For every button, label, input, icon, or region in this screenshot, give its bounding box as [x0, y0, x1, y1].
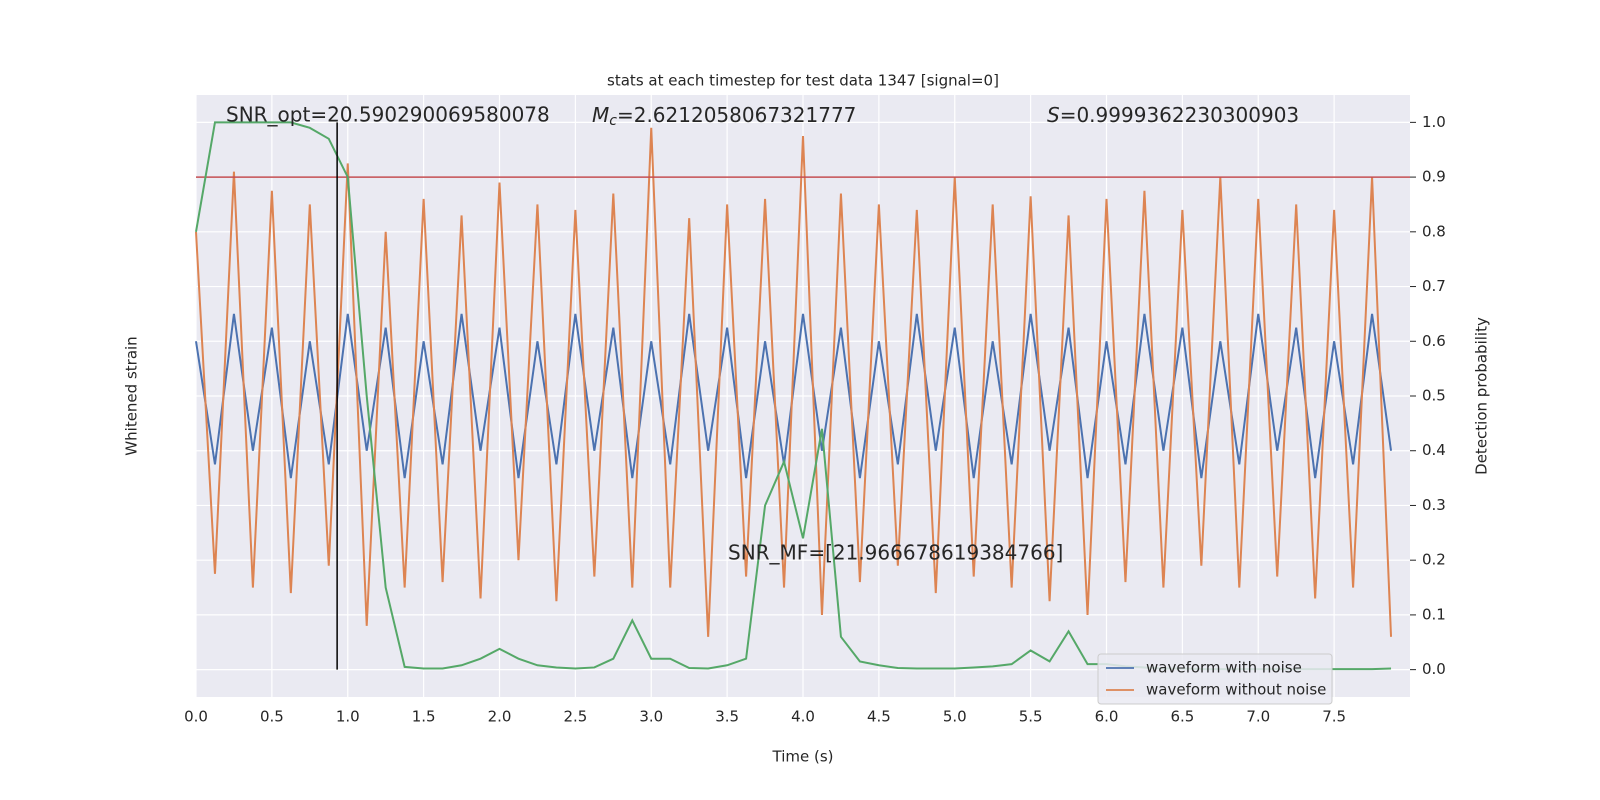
annotation: SNR_MF=[21.966678619384766]	[728, 541, 1063, 565]
series-line	[195, 127, 1393, 637]
y2-tick-label: 0.5	[1422, 387, 1446, 405]
annotation: S=0.9999362230300903	[1047, 103, 1299, 127]
y2-tick-label: 0.1	[1422, 605, 1446, 623]
y2-tick-label: 0.3	[1422, 496, 1446, 514]
legend-label: waveform without noise	[1146, 681, 1326, 699]
x-tick-label: 2.5	[563, 708, 587, 726]
annotation-value: =0.9999362230300903	[1060, 103, 1299, 127]
annotation: Mc=2.6212058067321777	[592, 103, 856, 130]
y2-tick-label: 0.8	[1422, 222, 1446, 240]
x-tick-label: 1.0	[336, 708, 360, 726]
y2-tick-label: 0.4	[1422, 441, 1446, 459]
x-tick-label: 0.0	[184, 708, 208, 726]
annotation-value: =2.6212058067321777	[617, 103, 856, 127]
y2-tick-label: 0.7	[1422, 277, 1446, 295]
y2-tick-label: 0.2	[1422, 551, 1446, 569]
x-tick-label: 4.5	[867, 708, 891, 726]
legend-box	[1097, 653, 1333, 705]
y2-tick-label: 0.0	[1422, 660, 1446, 678]
x-tick-label: 2.0	[488, 708, 512, 726]
y2-tick-label: 1.0	[1422, 113, 1446, 131]
x-axis-label: Time (s)	[772, 748, 834, 766]
x-tick-label: 7.0	[1246, 708, 1270, 726]
y-axis-label: Whitened strain	[123, 336, 141, 455]
x-tick-label: 5.5	[1019, 708, 1043, 726]
x-tick-label: 4.0	[791, 708, 815, 726]
x-tick-label: 5.0	[943, 708, 967, 726]
legend-label: waveform with noise	[1146, 659, 1302, 677]
annotation-symbol: S	[1047, 103, 1060, 127]
x-tick-label: 0.5	[260, 708, 284, 726]
x-tick-label: 3.5	[715, 708, 739, 726]
annotation: SNR_opt=20.590290069580078	[226, 103, 550, 127]
y2-axis-label: Detection probability	[1473, 317, 1491, 475]
chart-title: stats at each timestep for test data 134…	[607, 72, 999, 90]
x-tick-label: 6.0	[1095, 708, 1119, 726]
annotation-symbol: M	[592, 103, 609, 127]
x-tick-label: 3.0	[639, 708, 663, 726]
y2-tick-label: 0.9	[1422, 168, 1446, 186]
x-tick-label: 7.5	[1322, 708, 1346, 726]
x-tick-label: 1.5	[412, 708, 436, 726]
y2-tick-label: 0.6	[1422, 332, 1446, 350]
annotation-subscript: c	[609, 113, 617, 129]
x-tick-label: 6.5	[1170, 708, 1194, 726]
